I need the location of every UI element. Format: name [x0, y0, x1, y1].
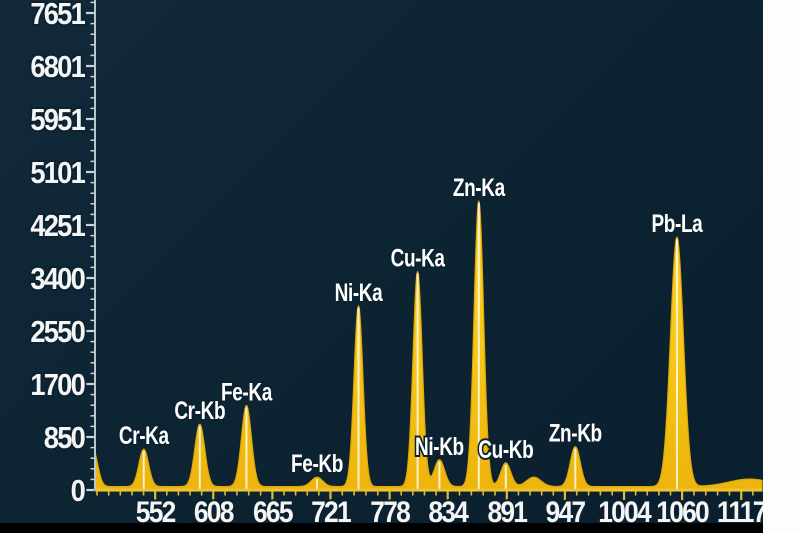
- y-tick-label: 4251: [30, 209, 85, 243]
- x-tick-label: 721: [311, 494, 351, 523]
- peak-label-Fe-Kb: Fe-Kb: [291, 450, 343, 478]
- right-margin: [763, 0, 800, 533]
- peak-label-Zn-Ka: Zn-Ka: [453, 174, 506, 202]
- y-tick-label: 5101: [30, 156, 85, 190]
- x-tick-label: 778: [370, 494, 410, 523]
- x-tick-label: 891: [487, 494, 527, 523]
- bottom-bar: [0, 523, 763, 533]
- xrf-spectrum-chart: 552 608 665 721 778 834 891 947 1004 1060 1117 0 850…: [0, 0, 770, 530]
- peak-label-Cr-Kb: Cr-Kb: [174, 397, 225, 425]
- x-tick-label: 834: [428, 494, 469, 523]
- y-tick-label: 7651: [30, 0, 85, 31]
- peak-label-Zn-Kb: Zn-Kb: [549, 419, 602, 447]
- spectrum-area: [94, 200, 763, 492]
- x-tick-label: 1004: [598, 494, 652, 523]
- x-tick-label: 552: [136, 494, 176, 523]
- x-tick-label: 665: [253, 494, 293, 523]
- x-tick-label: 608: [194, 494, 234, 523]
- y-tick-label: 3400: [30, 262, 85, 296]
- y-tick-label: 5951: [30, 103, 85, 137]
- x-tick-label: 947: [546, 494, 586, 523]
- y-tick-label: 1700: [30, 368, 85, 402]
- x-tick-label: 1117: [717, 494, 763, 523]
- y-tick-label: 0: [71, 474, 86, 508]
- peak-label-Fe-Ka: Fe-Ka: [221, 378, 273, 406]
- peak-label-Cu-Kb: Cu-Kb: [478, 435, 533, 463]
- spectrum-plot: 552 608 665 721 778 834 891 947 1004 1060 1117 0 850…: [28, 0, 770, 530]
- y-tick-label: 2550: [30, 315, 85, 349]
- peak-label-Ni-Kb: Ni-Kb: [415, 432, 464, 460]
- peak-label-Cr-Ka: Cr-Ka: [119, 422, 170, 450]
- peak-label-Cu-Ka: Cu-Ka: [391, 244, 446, 272]
- y-tick-label: 850: [44, 421, 86, 455]
- y-tick-label: 6801: [30, 50, 85, 84]
- x-tick-label: 1060: [656, 494, 709, 523]
- peak-label-Pb-La: Pb-La: [652, 210, 704, 238]
- peak-label-Ni-Ka: Ni-Ka: [335, 278, 384, 306]
